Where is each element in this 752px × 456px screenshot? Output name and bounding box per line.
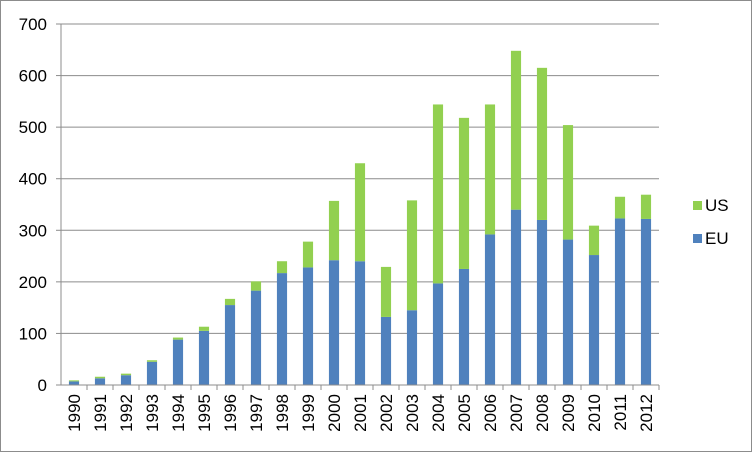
bar-eu-1999 <box>302 267 314 385</box>
bar-eu-1993 <box>146 361 158 385</box>
x-tick-label-2004: 2004 <box>429 394 448 432</box>
x-tick-label-2001: 2001 <box>351 394 370 432</box>
bar-eu-1998 <box>276 273 288 385</box>
bar-eu-2012 <box>640 218 652 385</box>
x-tick-label-2011: 2011 <box>611 394 630 431</box>
y-tick-label-0: 0 <box>38 376 47 395</box>
y-tick-label-600: 600 <box>19 67 47 86</box>
bar-eu-1992 <box>120 375 132 385</box>
x-tick-label-2009: 2009 <box>559 394 578 432</box>
bar-us-1994 <box>172 337 184 340</box>
legend-label-us: US <box>705 196 729 215</box>
bar-us-1999 <box>302 241 314 268</box>
bar-eu-2010 <box>588 255 600 385</box>
y-tick-label-200: 200 <box>19 273 47 292</box>
bar-eu-2007 <box>510 209 522 385</box>
x-tick-label-1992: 1992 <box>117 394 136 432</box>
bar-us-1996 <box>224 298 236 306</box>
x-tick-label-1997: 1997 <box>247 394 266 432</box>
bar-eu-2004 <box>432 283 444 385</box>
bar-us-2004 <box>432 104 444 284</box>
x-tick-label-2005: 2005 <box>455 394 474 432</box>
axes: 0 100 200 300 400 500 600 700 1990 1991 1992 1993 19… <box>19 15 660 432</box>
bar-us-1991 <box>94 376 106 379</box>
bar-us-2006 <box>484 104 496 235</box>
bar-us-2010 <box>588 225 600 256</box>
bar-eu-2000 <box>328 260 340 385</box>
bar-us-2005 <box>458 117 470 269</box>
x-tick-label-2008: 2008 <box>533 394 552 432</box>
x-tick-label-1996: 1996 <box>221 394 240 432</box>
y-tick-label-700: 700 <box>19 15 47 34</box>
bar-us-2008 <box>536 67 548 220</box>
bar-eu-1996 <box>224 305 236 385</box>
y-tick-label-400: 400 <box>19 170 47 189</box>
bar-eu-1991 <box>94 378 106 385</box>
x-tick-label-1994: 1994 <box>169 394 188 432</box>
bar-us-1997 <box>250 281 262 291</box>
x-tick-label-2007: 2007 <box>507 394 526 432</box>
x-tick-label-1993: 1993 <box>143 394 162 432</box>
x-tick-label-1995: 1995 <box>195 394 214 432</box>
bar-eu-2006 <box>484 234 496 385</box>
y-tick-label-100: 100 <box>19 324 47 343</box>
bar-us-2012 <box>640 194 652 219</box>
bar-eu-2002 <box>380 316 392 385</box>
y-tick-label-300: 300 <box>19 221 47 240</box>
bar-us-1998 <box>276 261 288 274</box>
legend-swatch-us <box>693 201 702 210</box>
x-tick-label-2010: 2010 <box>585 394 604 432</box>
bar-eu-1990 <box>68 381 80 385</box>
bar-us-2003 <box>406 200 418 311</box>
bar-eu-2003 <box>406 310 418 385</box>
x-tick-label-2006: 2006 <box>481 394 500 432</box>
x-tick-label-1991: 1991 <box>91 394 110 432</box>
bar-eu-2008 <box>536 219 548 385</box>
x-tick-label-2012: 2012 <box>637 394 656 432</box>
bar-eu-1997 <box>250 290 262 385</box>
bars <box>68 50 652 385</box>
bar-us-2000 <box>328 200 340 261</box>
legend-label-eu: EU <box>705 229 729 248</box>
bar-us-1990 <box>68 380 80 382</box>
bar-eu-2001 <box>354 261 366 385</box>
x-tick-label-1999: 1999 <box>299 394 318 432</box>
bar-eu-1995 <box>198 330 210 385</box>
bar-us-2011 <box>614 196 626 219</box>
bar-us-2007 <box>510 50 522 210</box>
x-tick-label-2002: 2002 <box>377 394 396 432</box>
bar-us-1993 <box>146 360 158 362</box>
bar-us-1995 <box>198 326 210 331</box>
bar-us-2002 <box>380 266 392 317</box>
legend: US EU <box>693 196 729 248</box>
bar-eu-1994 <box>172 339 184 385</box>
bar-eu-2009 <box>562 239 574 385</box>
bar-us-2001 <box>354 163 366 262</box>
x-tick-label-2000: 2000 <box>325 394 344 432</box>
bar-us-2009 <box>562 125 574 240</box>
x-tick-label-1998: 1998 <box>273 394 292 432</box>
x-tick-label-2003: 2003 <box>403 394 422 432</box>
bar-us-1992 <box>120 373 132 376</box>
legend-swatch-eu <box>693 234 702 243</box>
bar-eu-2011 <box>614 218 626 385</box>
x-tick-label-1990: 1990 <box>65 394 84 432</box>
y-tick-label-500: 500 <box>19 118 47 137</box>
bar-eu-2005 <box>458 268 470 385</box>
